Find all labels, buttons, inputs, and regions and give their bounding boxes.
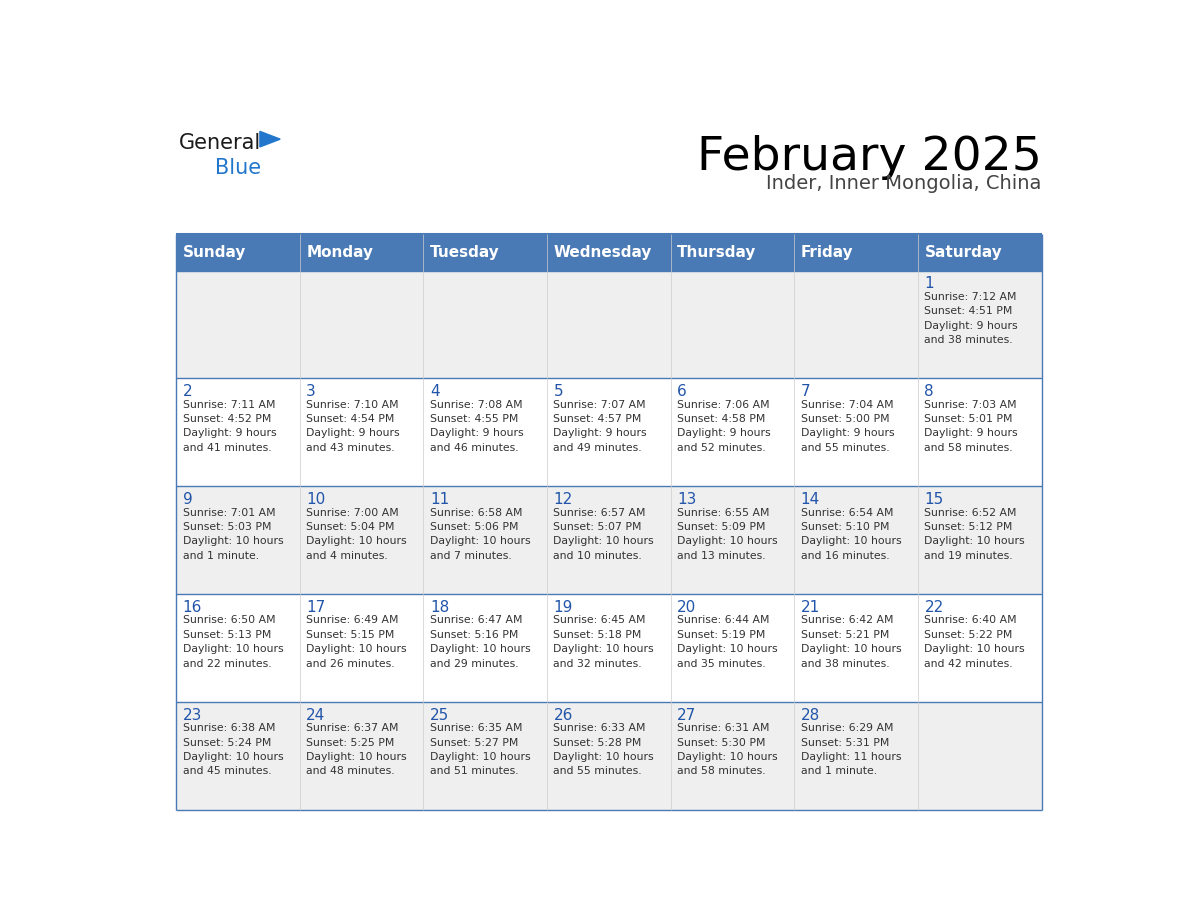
Bar (918, 234, 1042, 271)
Text: 12: 12 (554, 492, 573, 507)
Text: Thursday: Thursday (677, 245, 757, 260)
Text: 19: 19 (554, 599, 573, 615)
Text: Sunrise: 6:52 AM
Sunset: 5:12 PM
Daylight: 10 hours
and 19 minutes.: Sunrise: 6:52 AM Sunset: 5:12 PM Dayligh… (924, 508, 1025, 561)
Text: Monday: Monday (307, 245, 373, 260)
Polygon shape (260, 131, 280, 147)
Text: 4: 4 (430, 384, 440, 399)
Text: Sunrise: 6:37 AM
Sunset: 5:25 PM
Daylight: 10 hours
and 48 minutes.: Sunrise: 6:37 AM Sunset: 5:25 PM Dayligh… (307, 723, 406, 777)
Bar (299, 234, 423, 271)
Text: 28: 28 (801, 708, 820, 722)
Bar (795, 234, 918, 271)
Text: February 2025: February 2025 (696, 135, 1042, 180)
Text: Sunrise: 7:10 AM
Sunset: 4:54 PM
Daylight: 9 hours
and 43 minutes.: Sunrise: 7:10 AM Sunset: 4:54 PM Dayligh… (307, 399, 400, 453)
Text: Sunrise: 7:06 AM
Sunset: 4:58 PM
Daylight: 9 hours
and 52 minutes.: Sunrise: 7:06 AM Sunset: 4:58 PM Dayligh… (677, 399, 771, 453)
Text: Sunrise: 7:11 AM
Sunset: 4:52 PM
Daylight: 9 hours
and 41 minutes.: Sunrise: 7:11 AM Sunset: 4:52 PM Dayligh… (183, 399, 276, 453)
Text: Sunrise: 6:49 AM
Sunset: 5:15 PM
Daylight: 10 hours
and 26 minutes.: Sunrise: 6:49 AM Sunset: 5:15 PM Dayligh… (307, 615, 406, 668)
Text: Sunrise: 6:33 AM
Sunset: 5:28 PM
Daylight: 10 hours
and 55 minutes.: Sunrise: 6:33 AM Sunset: 5:28 PM Dayligh… (554, 723, 655, 777)
Text: Sunrise: 7:01 AM
Sunset: 5:03 PM
Daylight: 10 hours
and 1 minute.: Sunrise: 7:01 AM Sunset: 5:03 PM Dayligh… (183, 508, 283, 561)
Bar (671, 234, 795, 271)
Text: 5: 5 (554, 384, 563, 399)
Text: 11: 11 (430, 492, 449, 507)
Text: Sunrise: 6:57 AM
Sunset: 5:07 PM
Daylight: 10 hours
and 10 minutes.: Sunrise: 6:57 AM Sunset: 5:07 PM Dayligh… (554, 508, 655, 561)
Text: 22: 22 (924, 599, 943, 615)
Text: 7: 7 (801, 384, 810, 399)
Text: Sunday: Sunday (183, 245, 246, 260)
Text: General: General (179, 133, 261, 152)
Bar (176, 271, 1042, 378)
Text: 26: 26 (554, 708, 573, 722)
Text: Saturday: Saturday (924, 245, 1003, 260)
Text: Sunrise: 6:54 AM
Sunset: 5:10 PM
Daylight: 10 hours
and 16 minutes.: Sunrise: 6:54 AM Sunset: 5:10 PM Dayligh… (801, 508, 902, 561)
Text: Sunrise: 7:07 AM
Sunset: 4:57 PM
Daylight: 9 hours
and 49 minutes.: Sunrise: 7:07 AM Sunset: 4:57 PM Dayligh… (554, 399, 647, 453)
Text: Sunrise: 7:04 AM
Sunset: 5:00 PM
Daylight: 9 hours
and 55 minutes.: Sunrise: 7:04 AM Sunset: 5:00 PM Dayligh… (801, 399, 895, 453)
Text: 17: 17 (307, 599, 326, 615)
Text: 3: 3 (307, 384, 316, 399)
Text: Sunrise: 6:38 AM
Sunset: 5:24 PM
Daylight: 10 hours
and 45 minutes.: Sunrise: 6:38 AM Sunset: 5:24 PM Dayligh… (183, 723, 283, 777)
Text: Sunrise: 7:08 AM
Sunset: 4:55 PM
Daylight: 9 hours
and 46 minutes.: Sunrise: 7:08 AM Sunset: 4:55 PM Dayligh… (430, 399, 524, 453)
Text: Sunrise: 6:29 AM
Sunset: 5:31 PM
Daylight: 11 hours
and 1 minute.: Sunrise: 6:29 AM Sunset: 5:31 PM Dayligh… (801, 723, 902, 777)
Text: 1: 1 (924, 276, 934, 291)
Text: 21: 21 (801, 599, 820, 615)
Text: Sunrise: 6:42 AM
Sunset: 5:21 PM
Daylight: 10 hours
and 38 minutes.: Sunrise: 6:42 AM Sunset: 5:21 PM Dayligh… (801, 615, 902, 668)
Bar (176, 234, 299, 271)
Text: Sunrise: 7:00 AM
Sunset: 5:04 PM
Daylight: 10 hours
and 4 minutes.: Sunrise: 7:00 AM Sunset: 5:04 PM Dayligh… (307, 508, 406, 561)
Bar (176, 594, 1042, 702)
Bar (176, 378, 1042, 487)
Text: Sunrise: 7:03 AM
Sunset: 5:01 PM
Daylight: 9 hours
and 58 minutes.: Sunrise: 7:03 AM Sunset: 5:01 PM Dayligh… (924, 399, 1018, 453)
Text: Sunrise: 6:31 AM
Sunset: 5:30 PM
Daylight: 10 hours
and 58 minutes.: Sunrise: 6:31 AM Sunset: 5:30 PM Dayligh… (677, 723, 778, 777)
Text: Wednesday: Wednesday (554, 245, 652, 260)
Text: 20: 20 (677, 599, 696, 615)
Text: Sunrise: 7:12 AM
Sunset: 4:51 PM
Daylight: 9 hours
and 38 minutes.: Sunrise: 7:12 AM Sunset: 4:51 PM Dayligh… (924, 292, 1018, 345)
Text: 2: 2 (183, 384, 192, 399)
Text: 14: 14 (801, 492, 820, 507)
Text: 24: 24 (307, 708, 326, 722)
Text: 23: 23 (183, 708, 202, 722)
Text: Sunrise: 6:50 AM
Sunset: 5:13 PM
Daylight: 10 hours
and 22 minutes.: Sunrise: 6:50 AM Sunset: 5:13 PM Dayligh… (183, 615, 283, 668)
Text: 18: 18 (430, 599, 449, 615)
Text: Friday: Friday (801, 245, 853, 260)
Text: Sunrise: 6:40 AM
Sunset: 5:22 PM
Daylight: 10 hours
and 42 minutes.: Sunrise: 6:40 AM Sunset: 5:22 PM Dayligh… (924, 615, 1025, 668)
Text: 25: 25 (430, 708, 449, 722)
Text: Sunrise: 6:58 AM
Sunset: 5:06 PM
Daylight: 10 hours
and 7 minutes.: Sunrise: 6:58 AM Sunset: 5:06 PM Dayligh… (430, 508, 531, 561)
Text: 15: 15 (924, 492, 943, 507)
Text: 16: 16 (183, 599, 202, 615)
Bar (176, 702, 1042, 810)
Text: Tuesday: Tuesday (430, 245, 500, 260)
Text: 8: 8 (924, 384, 934, 399)
Bar (423, 234, 546, 271)
Text: Sunrise: 6:35 AM
Sunset: 5:27 PM
Daylight: 10 hours
and 51 minutes.: Sunrise: 6:35 AM Sunset: 5:27 PM Dayligh… (430, 723, 531, 777)
Text: 13: 13 (677, 492, 696, 507)
Text: 9: 9 (183, 492, 192, 507)
Text: Sunrise: 6:55 AM
Sunset: 5:09 PM
Daylight: 10 hours
and 13 minutes.: Sunrise: 6:55 AM Sunset: 5:09 PM Dayligh… (677, 508, 778, 561)
Text: Sunrise: 6:44 AM
Sunset: 5:19 PM
Daylight: 10 hours
and 35 minutes.: Sunrise: 6:44 AM Sunset: 5:19 PM Dayligh… (677, 615, 778, 668)
Text: Inder, Inner Mongolia, China: Inder, Inner Mongolia, China (766, 174, 1042, 193)
Text: 27: 27 (677, 708, 696, 722)
Bar (546, 234, 671, 271)
Bar (176, 487, 1042, 594)
Text: Blue: Blue (215, 158, 261, 177)
Text: Sunrise: 6:45 AM
Sunset: 5:18 PM
Daylight: 10 hours
and 32 minutes.: Sunrise: 6:45 AM Sunset: 5:18 PM Dayligh… (554, 615, 655, 668)
Text: 6: 6 (677, 384, 687, 399)
Text: Sunrise: 6:47 AM
Sunset: 5:16 PM
Daylight: 10 hours
and 29 minutes.: Sunrise: 6:47 AM Sunset: 5:16 PM Dayligh… (430, 615, 531, 668)
Text: 10: 10 (307, 492, 326, 507)
